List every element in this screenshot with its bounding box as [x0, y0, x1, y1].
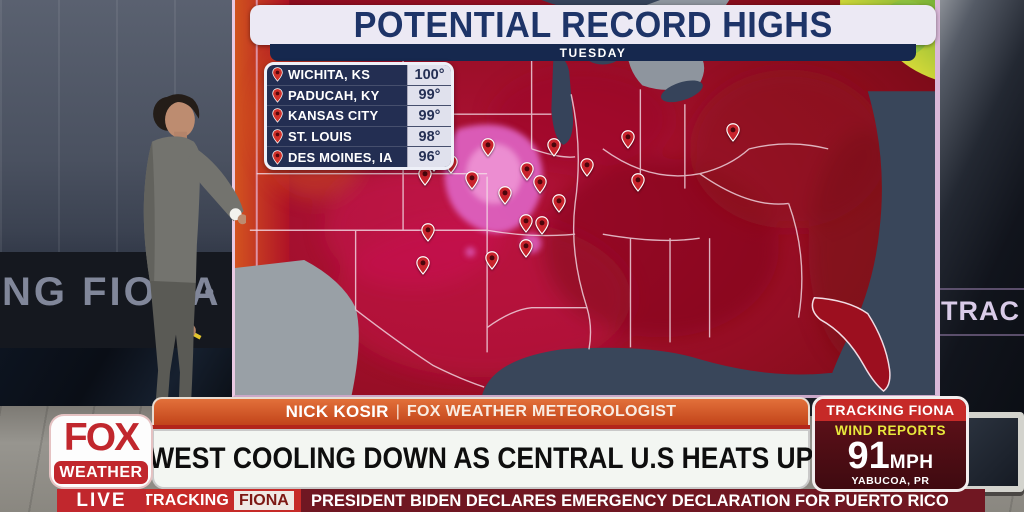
map-subtitle-banner: TUESDAY — [270, 44, 916, 61]
ticker-headline: PRESIDENT BIDEN DECLARES EMERGENCY DECLA… — [310, 490, 949, 510]
record-high-row: ST. LOUIS 98° — [267, 125, 451, 147]
location-pin-icon — [272, 129, 283, 144]
location-pin-icon — [272, 108, 283, 124]
wind-value-row: 91 MPH — [847, 435, 934, 478]
left-wall-bullet: • — [204, 276, 215, 309]
map-pin — [726, 122, 741, 142]
record-high-row: WICHITA, KS 100° — [267, 65, 451, 85]
map-pin — [532, 174, 547, 194]
map-pin — [621, 130, 636, 149]
map-pin — [420, 223, 435, 242]
reporter-bar: NICK KOSIR | FOX WEATHER METEOROLOGIST — [152, 397, 810, 425]
map-pin — [546, 137, 561, 157]
fox-weather-logo: FOX WEATHER — [49, 414, 153, 489]
headline-text: WEST COOLING DOWN AS CENTRAL U.S HEATS U… — [149, 442, 813, 475]
map-pin — [481, 137, 496, 157]
map-subtitle: TUESDAY — [559, 45, 627, 60]
city-temperature: 100° — [407, 65, 451, 85]
record-high-row: KANSAS CITY 99° — [267, 105, 451, 126]
map-title: POTENTIAL RECORD HIGHS — [353, 4, 833, 45]
map-pin — [465, 171, 480, 191]
reporter-title: FOX WEATHER METEOROLOGIST — [406, 403, 677, 420]
map-pin — [580, 157, 594, 177]
location-pin-icon — [272, 67, 283, 82]
wind-report-location: YABUCOA, PR — [851, 474, 930, 487]
city-name: ST. LOUIS — [288, 129, 352, 145]
reporter-separator: | — [395, 403, 400, 420]
wind-report-box: TRACKING FIONA WIND REPORTS 91 MPH YABUC… — [812, 396, 969, 492]
map-pin — [417, 167, 432, 187]
city-temperature: 98° — [407, 126, 451, 147]
lower-third-banner: NICK KOSIR | FOX WEATHER METEOROLOGIST W… — [149, 397, 813, 489]
ticker-body: PRESIDENT BIDEN DECLARES EMERGENCY DECLA… — [300, 489, 985, 512]
live-badge: LIVE — [57, 489, 146, 512]
record-high-row: DES MOINES, IA 96° — [267, 146, 451, 167]
map-pin — [552, 194, 566, 214]
logo-fox-text: FOX — [63, 416, 140, 459]
city-cell: KANSAS CITY — [267, 106, 407, 126]
logo-weather-text: WEATHER — [54, 461, 148, 484]
ticker-tag-text: TRACKING — [143, 491, 230, 509]
map-title-banner: POTENTIAL RECORD HIGHS — [250, 4, 936, 45]
map-pin — [415, 256, 430, 275]
map-pin — [520, 161, 534, 181]
map-pin — [518, 239, 533, 258]
wind-box-body: WIND REPORTS 91 MPH YABUCOA, PR — [815, 421, 966, 489]
ticker-tag-highlight: FIONA — [234, 491, 294, 510]
wall-seam — [940, 334, 1024, 336]
news-ticker: TRACKING FIONA PRESIDENT BIDEN DECLARES … — [136, 489, 985, 512]
wind-speed-unit: MPH — [889, 452, 934, 474]
city-name: DES MOINES, IA — [288, 149, 393, 165]
map-pin — [485, 250, 499, 270]
headline-box: WEST COOLING DOWN AS CENTRAL U.S HEATS U… — [149, 425, 813, 489]
location-pin-icon — [272, 149, 283, 165]
wind-report-label: WIND REPORTS — [834, 423, 946, 439]
city-temperature: 99° — [407, 106, 451, 126]
city-temperature: 96° — [407, 147, 451, 167]
map-pin — [630, 172, 645, 192]
location-pin-icon — [272, 88, 283, 103]
city-name: WICHITA, KS — [288, 67, 371, 83]
city-cell: ST. LOUIS — [267, 127, 407, 147]
city-name: KANSAS CITY — [288, 108, 379, 124]
map-pin — [498, 186, 512, 206]
record-highs-list: WICHITA, KS 100° PADUCAH, KY 99° KANSAS … — [264, 62, 454, 170]
city-temperature: 99° — [407, 85, 451, 106]
city-cell: PADUCAH, KY — [267, 86, 407, 106]
map-pin — [534, 216, 549, 235]
studio-right-wall: TRAC — [940, 0, 1024, 462]
reporter-name: NICK KOSIR — [285, 402, 389, 421]
city-name: PADUCAH, KY — [288, 87, 380, 103]
right-wall-text: TRAC — [941, 296, 1020, 326]
record-high-row: PADUCAH, KY 99° — [267, 84, 451, 106]
map-pin — [518, 214, 533, 233]
meteorologist — [143, 94, 246, 433]
city-cell: WICHITA, KS — [267, 65, 407, 85]
map-pins-layer — [235, 0, 935, 395]
wind-box-header: TRACKING FIONA — [815, 399, 966, 421]
city-cell: DES MOINES, IA — [267, 147, 407, 167]
wind-speed-value: 91 — [847, 435, 890, 478]
ticker-tag: TRACKING FIONA — [136, 489, 301, 512]
wall-seam — [940, 288, 1024, 290]
